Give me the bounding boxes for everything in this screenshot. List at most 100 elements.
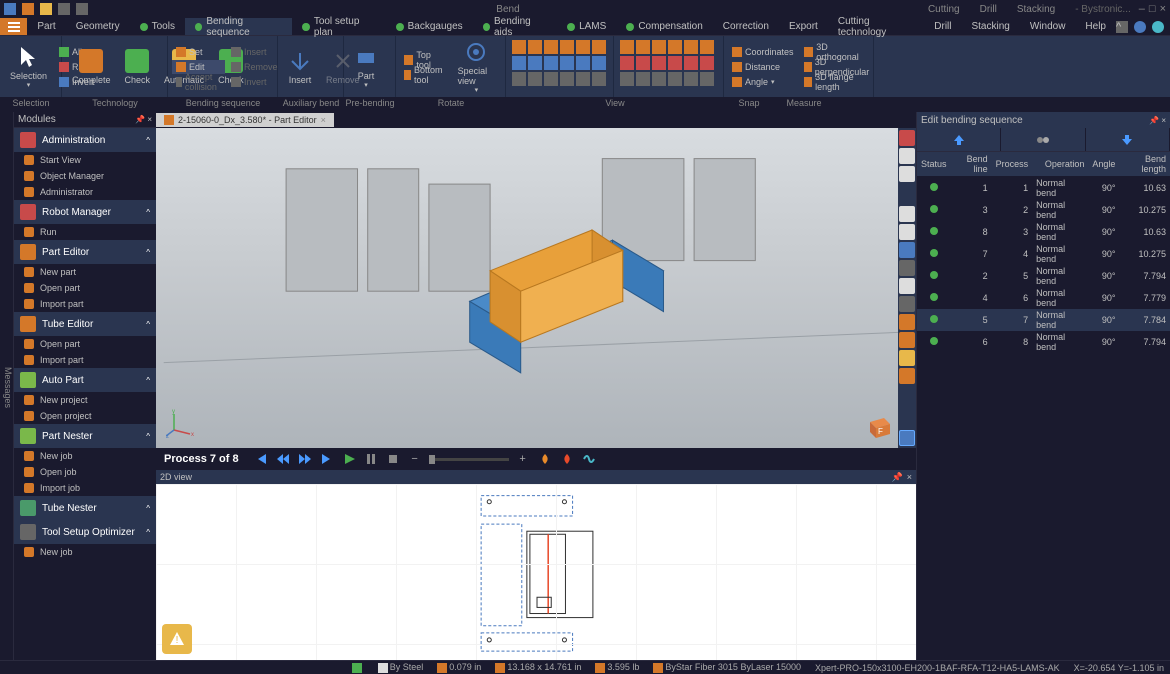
move-down-button[interactable] [1086,128,1170,151]
module-item[interactable]: New job [14,448,156,464]
module-item[interactable]: Import part [14,296,156,312]
set-button[interactable]: Set [172,45,225,59]
table-row[interactable]: 32Normal bend90°10.275 [917,199,1170,221]
ribbon-tab[interactable]: Help [1075,18,1116,35]
mode-drill[interactable]: Drill [980,4,997,15]
view-icon[interactable] [544,72,558,86]
table-row[interactable]: 68Normal bend90°7.794 [917,331,1170,353]
view-icon[interactable] [592,56,606,70]
module-item[interactable]: Start View [14,152,156,168]
view-icon[interactable] [544,56,558,70]
ribbon-tab[interactable]: Tools [130,18,185,35]
vt-icon[interactable] [899,278,915,294]
minus-button[interactable]: − [407,451,423,467]
help-info-icon[interactable] [1134,21,1146,33]
vt-icon[interactable] [899,242,915,258]
view-icon[interactable] [560,72,574,86]
module-item[interactable]: Open part [14,336,156,352]
status-refresh-icon[interactable] [352,662,364,673]
snap-icon[interactable] [620,72,634,86]
prev-button[interactable] [275,451,291,467]
snap-icon[interactable] [652,40,666,54]
view-icon[interactable] [560,40,574,54]
table-header[interactable]: Angle [1088,152,1119,177]
table-row[interactable]: 11Normal bend90°10.63 [917,177,1170,200]
qat-folder-icon[interactable] [40,3,52,15]
snap-icon[interactable] [684,40,698,54]
table-row[interactable]: 46Normal bend90°7.779 [917,287,1170,309]
stop-button[interactable] [385,451,401,467]
minimize-icon[interactable]: – [1139,3,1145,15]
snap-icon[interactable] [668,72,682,86]
3d-viewport[interactable]: y x z F [156,128,916,448]
ribbon-tab[interactable]: Part [27,18,65,35]
vt-icon[interactable] [899,314,915,330]
module-item[interactable]: Import job [14,480,156,496]
snap-icon[interactable] [620,40,634,54]
snap-icon[interactable] [636,72,650,86]
help-icon[interactable] [1152,21,1164,33]
module-item[interactable]: Open project [14,408,156,424]
warning-badge[interactable]: ! [162,624,192,654]
snap-icon[interactable] [636,56,650,70]
module-item[interactable]: New part [14,264,156,280]
swap-button[interactable] [1001,128,1085,151]
seq-insert-button[interactable]: Insert [227,45,282,59]
snap-icon[interactable] [652,56,666,70]
vt-icon[interactable] [899,296,915,312]
bottom-tool-button[interactable]: Bottom tool [400,68,450,82]
view-icon[interactable] [560,56,574,70]
table-row[interactable]: 74Normal bend90°10.275 [917,243,1170,265]
table-header[interactable]: Status [917,152,951,177]
qat-undo-icon[interactable] [58,3,70,15]
angle-button[interactable]: Angle ▾ [728,75,798,89]
mode-cutting[interactable]: Cutting [928,4,960,15]
last-button[interactable] [319,451,335,467]
file-button[interactable] [0,18,27,35]
vt-icon[interactable] [899,224,915,240]
view-icon[interactable] [576,40,590,54]
play-button[interactable] [341,451,357,467]
view-icon[interactable] [512,40,526,54]
accept-collision-button[interactable]: Accept collision [172,75,225,89]
ribbon-tab[interactable]: Backgauges [386,18,473,35]
ribbon-tab[interactable]: Tool setup plan [292,18,385,35]
snap-icon[interactable] [700,72,714,86]
snap-icon[interactable] [684,72,698,86]
module-item[interactable]: Administrator [14,184,156,200]
view-icon[interactable] [528,72,542,86]
table-header[interactable]: Operation [1032,152,1088,177]
table-header[interactable]: Bend line [951,152,992,177]
check-button[interactable]: Check [119,47,157,87]
snap-icon[interactable] [620,56,634,70]
snap-icon[interactable] [668,40,682,54]
module-item[interactable]: Open job [14,464,156,480]
messages-tab[interactable]: Messages [0,112,14,660]
vt-icon[interactable] [899,368,915,384]
aux-remove-button[interactable]: Remove [320,47,366,87]
view-icon[interactable] [528,40,542,54]
distance-button[interactable]: Distance [728,60,798,74]
wave-icon[interactable] [581,451,597,467]
qat-save-icon[interactable] [22,3,34,15]
module-header[interactable]: Part Editor^ [14,240,156,264]
view-icon[interactable] [576,56,590,70]
view-icon[interactable] [528,56,542,70]
ribbon-tab[interactable]: Bending sequence [185,18,293,35]
table-header[interactable]: Bend length [1119,152,1170,177]
panel-pin-icon[interactable]: 📌 × [135,115,152,124]
panel-pin-icon[interactable]: 📌 × [1149,116,1166,125]
module-item[interactable]: New project [14,392,156,408]
module-header[interactable]: Auto Part^ [14,368,156,392]
ribbon-minimize-icon[interactable]: ^ [1116,21,1128,33]
module-item[interactable]: Open part [14,280,156,296]
snap-icon[interactable] [700,56,714,70]
maximize-icon[interactable]: □ [1149,3,1156,15]
table-row[interactable]: 83Normal bend90°10.63 [917,221,1170,243]
module-header[interactable]: Part Nester^ [14,424,156,448]
vt-icon[interactable] [899,206,915,222]
module-item[interactable]: Import part [14,352,156,368]
vt-icon[interactable] [899,430,915,446]
2d-pin-icon[interactable]: 📌 [892,472,903,483]
3d-flange-button[interactable]: 3D flange length [800,75,876,89]
